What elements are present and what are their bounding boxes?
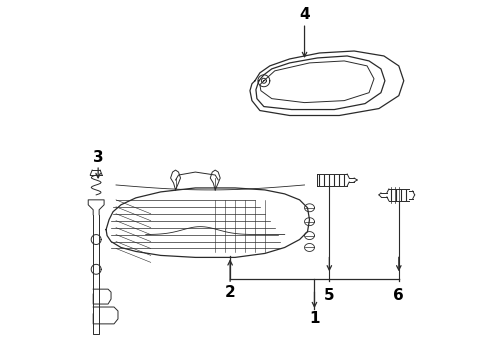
Text: 5: 5 — [324, 288, 335, 303]
Text: 6: 6 — [393, 288, 404, 303]
Text: 4: 4 — [299, 7, 310, 22]
Text: 2: 2 — [225, 285, 236, 300]
Text: 3: 3 — [93, 150, 103, 165]
Text: 1: 1 — [309, 311, 319, 327]
